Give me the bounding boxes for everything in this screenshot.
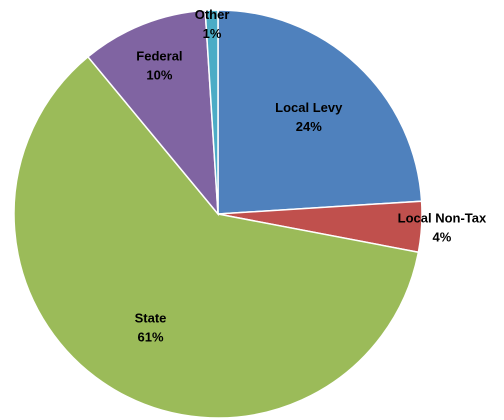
slice-value-label: 10% [146, 67, 172, 82]
pie-slice [86, 9, 219, 217]
pie-slice [204, 9, 219, 215]
slice-value-label: 1% [203, 26, 222, 41]
slice-label: State [135, 311, 167, 326]
slice-value-label: 4% [433, 230, 452, 245]
pie-slice [217, 9, 423, 215]
slice-label: Local Non-Tax [398, 211, 487, 226]
slice-value-label: 24% [296, 119, 322, 134]
slice-label: Other [195, 7, 230, 22]
slice-value-label: 61% [137, 330, 163, 345]
slice-label: Local Levy [275, 100, 343, 115]
pie-slice [13, 55, 420, 419]
slice-label: Federal [136, 48, 182, 63]
